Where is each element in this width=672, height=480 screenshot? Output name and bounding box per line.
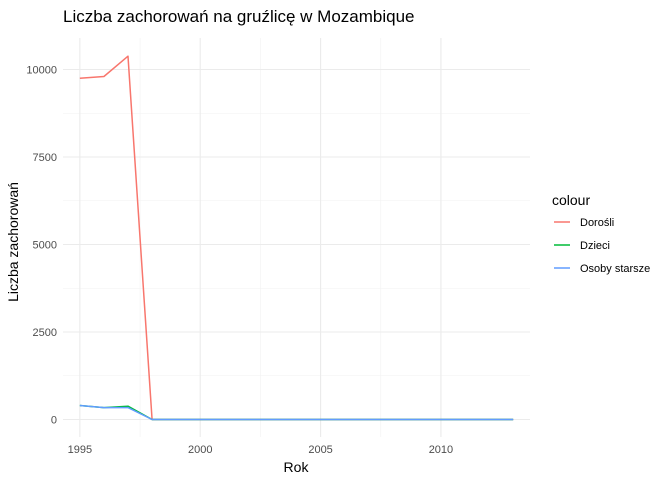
legend-title: colour bbox=[552, 192, 590, 208]
legend-label: Dzieci bbox=[580, 240, 610, 252]
x-axis-tick-labels: 1995 2000 2005 2010 bbox=[68, 444, 454, 456]
x-tick-label: 2005 bbox=[308, 444, 332, 456]
y-tick-label: 7500 bbox=[33, 152, 57, 164]
x-axis-title: Rok bbox=[284, 459, 310, 475]
y-tick-label: 2500 bbox=[33, 327, 57, 339]
series-line-1 bbox=[79, 55, 514, 421]
y-tick-label: 5000 bbox=[33, 240, 57, 252]
x-tick-label: 2010 bbox=[429, 444, 453, 456]
y-tick-label: 0 bbox=[51, 415, 57, 427]
legend-label: Osoby starsze bbox=[580, 263, 650, 275]
minor-gridlines bbox=[63, 38, 530, 437]
legend-label: Dorośli bbox=[580, 217, 614, 229]
chart-title: Liczba zachorowań na gruźlicę w Mozambiq… bbox=[63, 7, 415, 26]
series-line-2 bbox=[79, 404, 514, 421]
legend: colour Dorośli Dzieci Osoby starsze bbox=[552, 192, 650, 275]
series-lines bbox=[79, 55, 514, 421]
y-axis-tick-labels: 0 2500 5000 7500 10000 bbox=[26, 65, 57, 427]
y-tick-label: 10000 bbox=[26, 65, 57, 77]
major-gridlines bbox=[63, 38, 530, 437]
series-line-3 bbox=[79, 404, 514, 421]
legend-items: Dorośli Dzieci Osoby starsze bbox=[554, 217, 650, 275]
y-axis-title: Liczba zachorowań bbox=[5, 182, 21, 302]
x-tick-label: 1995 bbox=[68, 444, 92, 456]
x-tick-label: 2000 bbox=[188, 444, 212, 456]
